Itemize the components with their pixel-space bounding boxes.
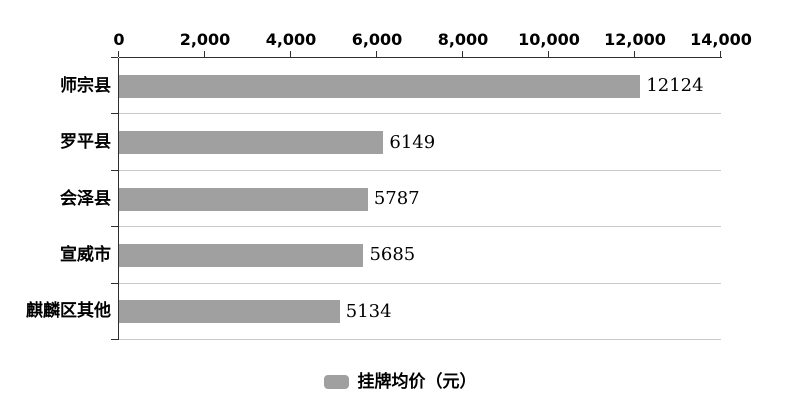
y-axis-tick	[111, 169, 118, 171]
x-axis-tick-label: 2,000	[179, 30, 231, 49]
bar-value-label: 6149	[389, 131, 436, 153]
x-axis-tick	[204, 51, 205, 57]
y-axis-tick	[111, 113, 118, 115]
x-axis-tick-label: 6,000	[351, 30, 403, 49]
plot-bottom-border	[119, 339, 721, 340]
x-axis-tick-label: 0	[113, 30, 125, 49]
bar	[119, 187, 368, 211]
row-separator	[119, 113, 721, 115]
y-axis-tick	[111, 339, 118, 340]
row-separator	[119, 226, 721, 228]
bar	[119, 74, 641, 98]
y-axis-tick	[111, 282, 118, 284]
y-axis-tick	[111, 226, 118, 228]
legend: 挂牌均价（元）	[0, 371, 800, 393]
x-axis-tick	[720, 51, 721, 57]
bar-value-label: 5685	[369, 244, 416, 266]
category-label: 宣威市	[60, 244, 111, 265]
x-axis-tick	[634, 51, 635, 57]
row-separator	[119, 169, 721, 171]
x-axis-tick-label: 14,000	[690, 30, 752, 49]
bar-value-label: 5787	[373, 188, 420, 209]
x-axis-tick-label: 12,000	[604, 30, 666, 49]
category-label: 会泽县	[60, 188, 111, 209]
x-axis-tick	[376, 51, 377, 57]
category-label: 麒麟区其他	[26, 301, 111, 322]
bar	[119, 243, 364, 267]
x-axis-tick-label: 4,000	[265, 30, 317, 49]
category-label: 师宗县	[60, 75, 111, 96]
legend-swatch-icon	[323, 375, 349, 389]
bar	[119, 131, 384, 155]
x-axis-tick-label: 8,000	[437, 30, 489, 49]
bar-value-label: 5134	[345, 300, 392, 322]
x-axis-tick	[548, 51, 549, 57]
y-axis-line	[118, 58, 119, 340]
x-axis-line	[119, 57, 722, 58]
y-axis-tick	[111, 57, 118, 58]
row-separator	[119, 282, 721, 284]
x-axis-tick-label: 10,000	[518, 30, 580, 49]
category-label: 罗平县	[60, 132, 111, 153]
x-axis-tick	[290, 51, 291, 57]
legend-label: 挂牌均价（元）	[357, 372, 477, 392]
x-axis-tick	[118, 51, 119, 57]
bar-value-label: 12124	[646, 75, 704, 97]
x-axis-tick	[462, 51, 463, 57]
bar	[119, 300, 340, 324]
